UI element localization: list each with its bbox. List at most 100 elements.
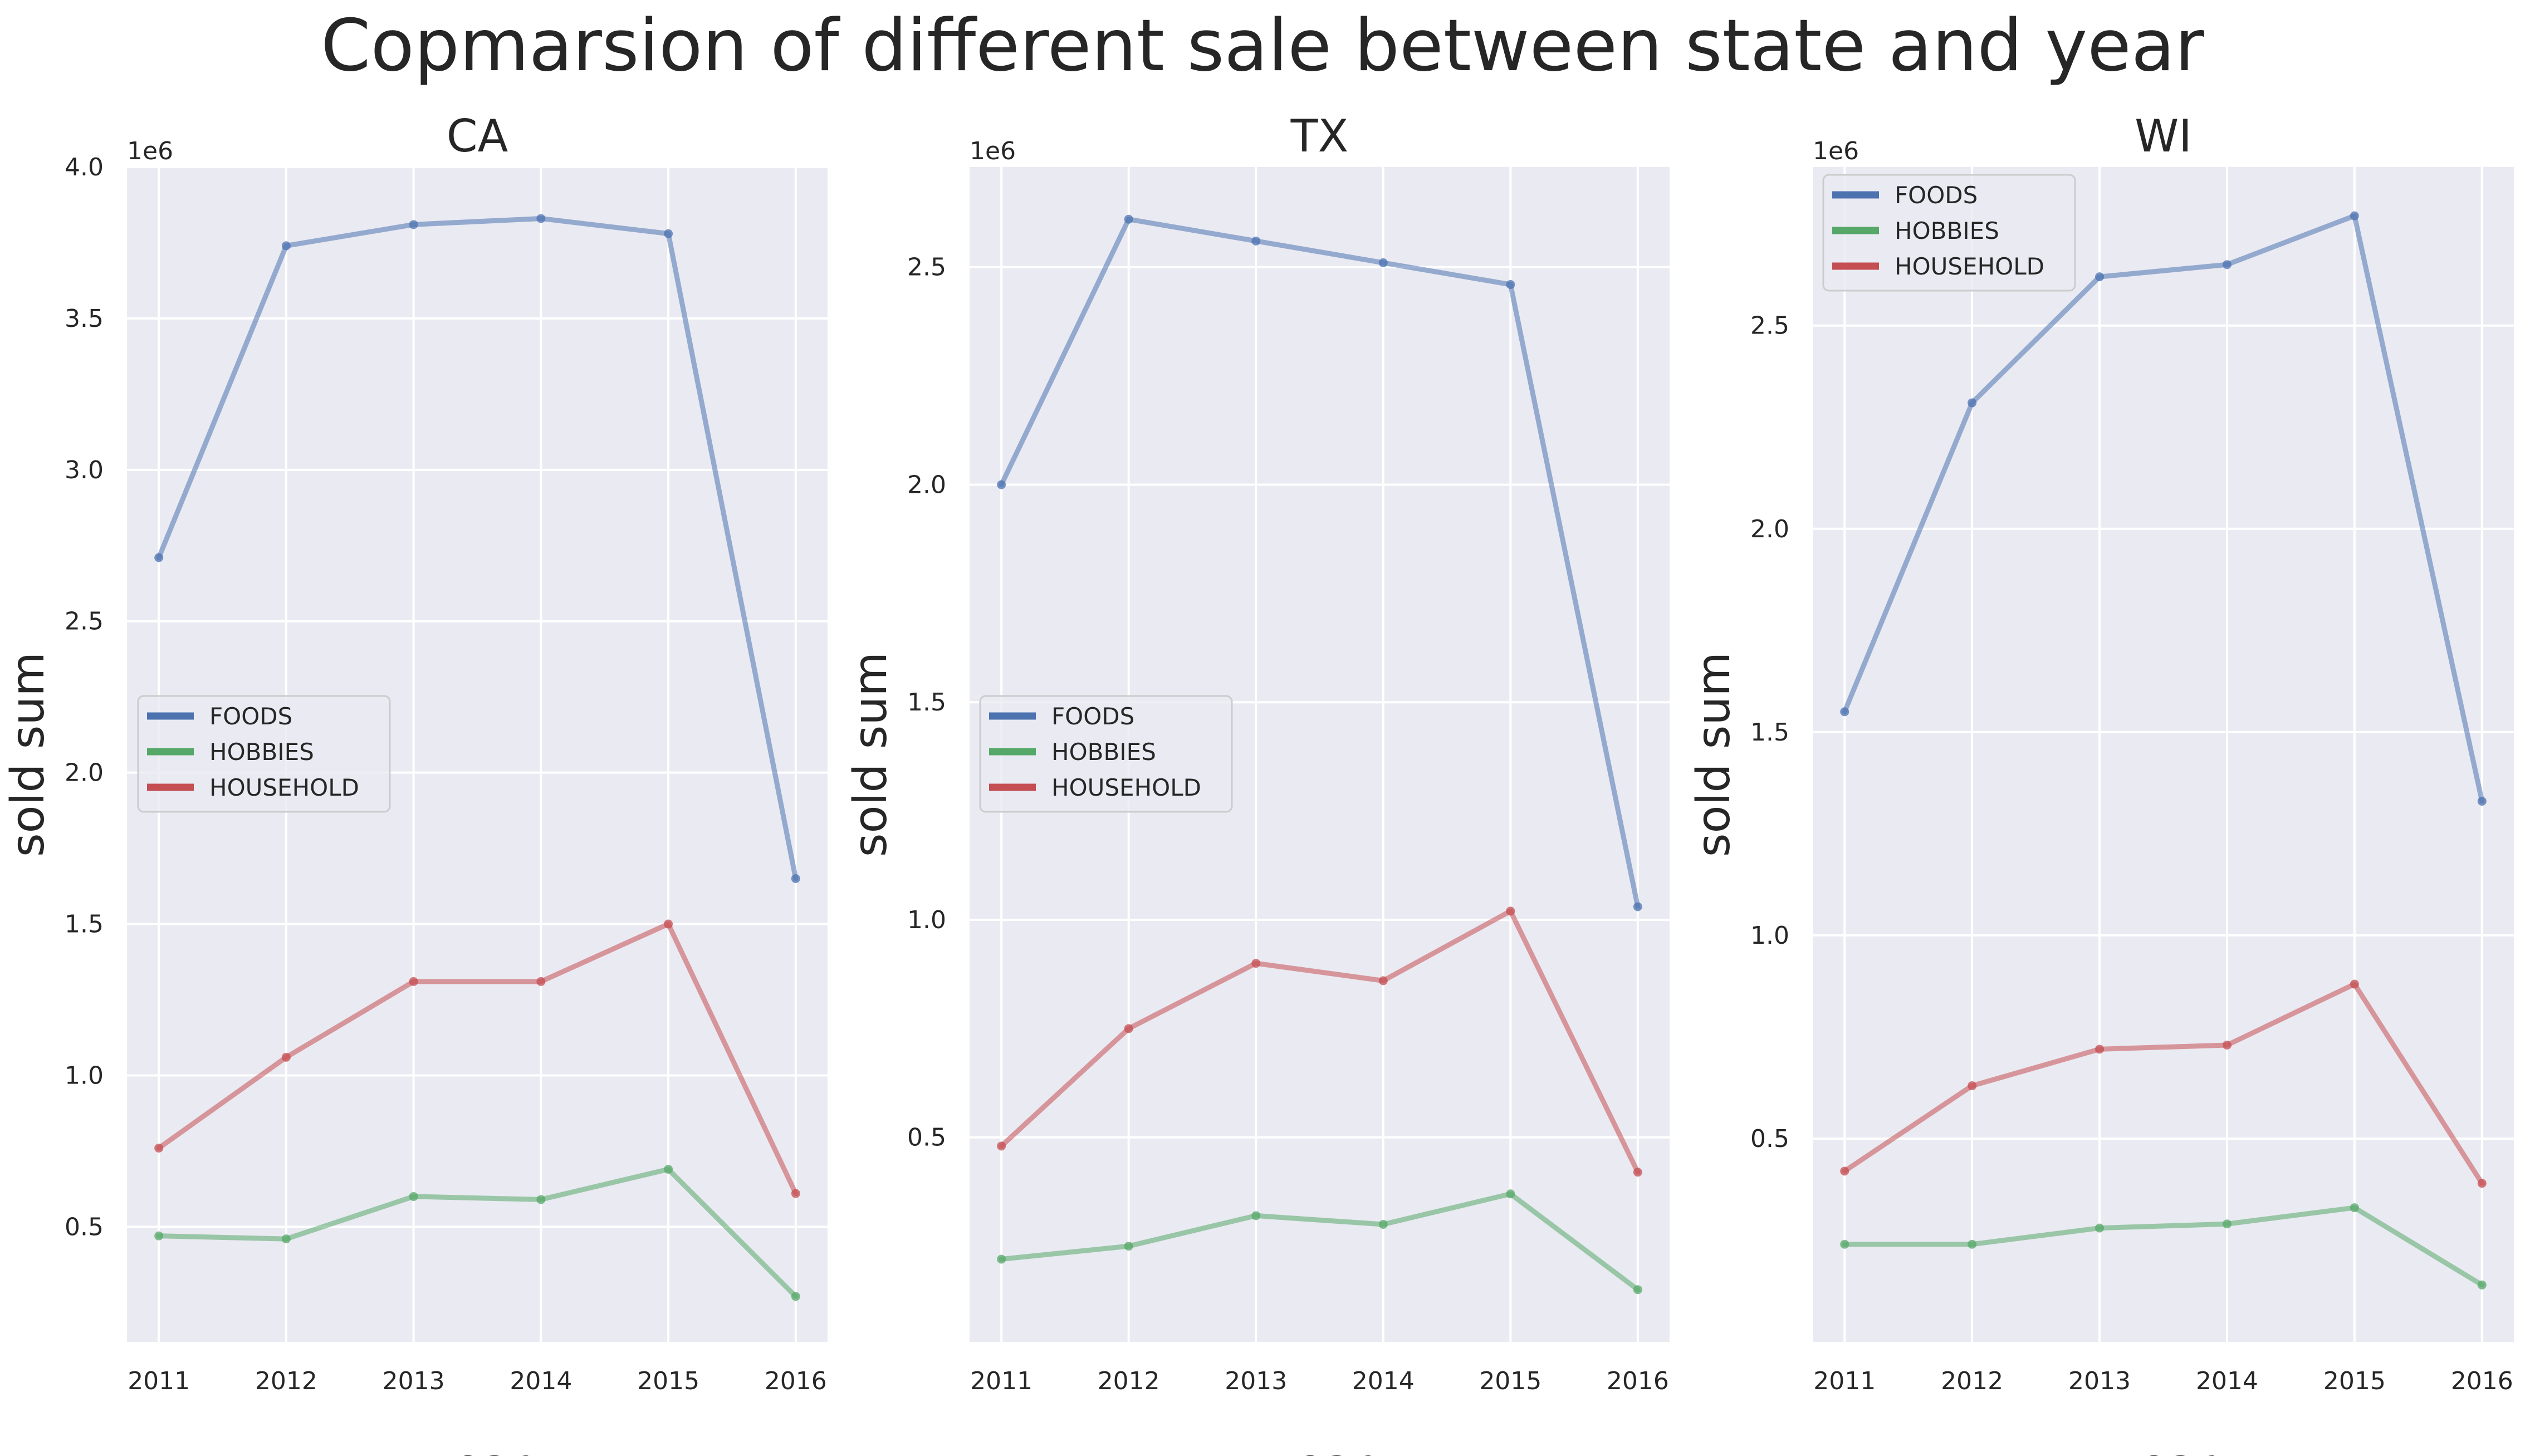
x-tick-label: 2012 [1941,1367,2003,1395]
data-point-hobbies [1251,1211,1261,1220]
data-point-foods [997,480,1006,489]
data-point-foods [2222,260,2232,269]
series-line-household [999,908,1641,1175]
legend-label-household: HOUSEHOLD [1051,774,1201,801]
data-point-household [536,977,546,986]
y-tick-label: 0.5 [65,1213,104,1241]
legend-label-hobbies: HOBBIES [1895,217,1999,244]
data-point-foods [536,214,546,223]
x-tick-label: 2013 [2068,1367,2131,1395]
y-tick-label: 2.5 [907,253,946,282]
plot-area [1813,167,2514,1342]
data-point-foods [1968,398,1977,408]
series-line-foods [999,217,1641,910]
x-axis-label: year [427,1439,529,1456]
y-axis-label: sold sum [2,652,55,857]
x-tick-label: 2013 [1225,1367,1287,1395]
data-point-household [1251,959,1261,968]
data-point-household [997,1141,1006,1151]
x-tick-label: 2014 [1352,1367,1415,1395]
x-tick-label: 2011 [1813,1367,1876,1395]
data-point-household [281,1052,291,1062]
y-offset-label: 1e6 [1813,137,1859,165]
data-point-hobbies [1968,1239,1977,1249]
data-point-hobbies [536,1195,546,1204]
y-tick-label: 2.0 [1750,515,1789,543]
y-offset-label: 1e6 [127,137,173,165]
data-point-foods [791,874,800,883]
x-tick-label: 2012 [255,1367,317,1395]
legend-box [137,695,391,813]
legend-label-foods: FOODS [209,703,292,730]
data-point-hobbies [2095,1223,2105,1233]
legend-label-foods: FOODS [1051,703,1134,730]
data-point-household [154,1143,164,1153]
data-point-foods [154,553,164,562]
data-point-hobbies [1124,1242,1133,1251]
y-tick-label: 2.5 [65,607,104,636]
y-offset-label: 1e6 [970,137,1016,165]
data-point-hobbies [664,1165,673,1174]
data-point-household [2477,1179,2487,1188]
y-tick-label: 1.5 [907,688,946,717]
data-point-household [1840,1166,1849,1176]
data-point-foods [1124,214,1133,224]
y-tick-label: 3.0 [65,456,104,484]
x-tick-label: 2011 [970,1367,1032,1395]
data-point-foods [2095,272,2105,282]
data-point-household [2095,1045,2105,1054]
data-point-hobbies [409,1192,418,1201]
data-point-hobbies [281,1234,291,1244]
y-tick-label: 1.0 [65,1061,104,1090]
y-tick-label: 2.0 [65,759,104,787]
series-line-foods [156,215,799,881]
x-tick-label: 2015 [1479,1367,1542,1395]
data-point-hobbies [2350,1203,2359,1213]
x-tick-label: 2016 [1607,1367,1669,1395]
series-line-hobbies [1842,1205,2485,1288]
subplot-title: WI [2135,110,2192,162]
y-tick-label: 2.5 [1750,312,1789,340]
legend-box [1822,174,2076,292]
series-line-foods [1842,213,2485,804]
data-point-foods [1378,258,1388,267]
data-point-household [791,1189,800,1198]
legend-label-hobbies: HOBBIES [1051,738,1156,766]
data-point-foods [1633,902,1642,911]
y-tick-label: 1.0 [1750,921,1789,950]
series-line-hobbies [156,1166,799,1299]
x-axis-label: year [1269,1439,1371,1456]
x-tick-label: 2016 [765,1367,827,1395]
series-line-hobbies [999,1191,1641,1292]
legend: FOODS HOBBIES HOUSEHOLD [1822,174,2076,292]
y-axis-label: sold sum [844,652,897,857]
data-point-hobbies [1633,1285,1642,1295]
figure-title: Copmarsion of different sale between sta… [321,4,2204,87]
y-tick-label: 0.5 [1750,1125,1789,1153]
legend: FOODS HOBBIES HOUSEHOLD [137,695,391,813]
data-point-household [1633,1168,1642,1177]
subplot-title: TX [1290,110,1349,162]
data-point-foods [281,241,291,251]
data-point-hobbies [791,1292,800,1301]
data-point-hobbies [997,1254,1006,1264]
legend-box [979,695,1233,813]
y-tick-label: 4.0 [65,153,104,182]
data-point-household [409,977,418,986]
x-tick-label: 2014 [510,1367,572,1395]
data-point-foods [664,229,673,238]
legend: FOODS HOBBIES HOUSEHOLD [979,695,1233,813]
series-line-household [1842,982,2485,1186]
data-point-hobbies [2222,1219,2232,1229]
y-tick-label: 1.5 [1750,718,1789,747]
data-point-household [664,919,673,929]
data-point-foods [2477,796,2487,806]
legend-label-household: HOUSEHOLD [209,774,359,801]
data-point-household [1968,1081,1977,1091]
y-tick-label: 3.5 [65,305,104,333]
data-point-household [1124,1024,1133,1033]
subplot-title: CA [447,110,508,162]
data-point-household [2350,979,2359,989]
data-point-foods [2350,211,2359,220]
